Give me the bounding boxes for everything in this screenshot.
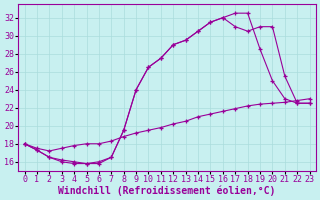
X-axis label: Windchill (Refroidissement éolien,°C): Windchill (Refroidissement éolien,°C) xyxy=(58,185,276,196)
